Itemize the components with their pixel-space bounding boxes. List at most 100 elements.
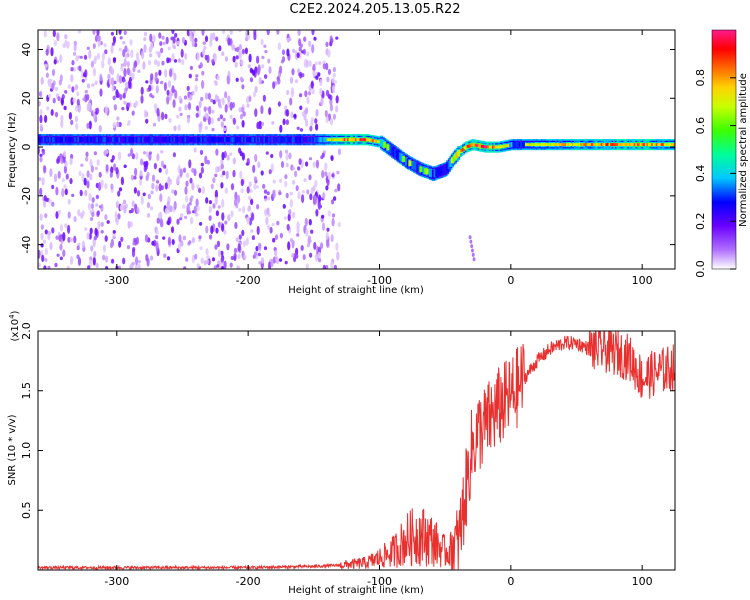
noise-speckle	[319, 78, 323, 87]
spectrogram-y-ticks: -40 -20 0 20 40	[20, 43, 675, 254]
ridge-cell	[64, 137, 68, 143]
noise-speckle	[167, 80, 172, 88]
noise-speckle	[160, 47, 164, 54]
ridge-cell	[534, 143, 538, 146]
ridge-cell	[216, 137, 220, 143]
noise-speckle	[279, 178, 283, 183]
noise-speckle	[164, 69, 168, 78]
noise-speckle	[113, 104, 117, 111]
ridge-cell	[236, 137, 240, 143]
noise-speckle	[61, 178, 65, 183]
noise-speckle	[77, 242, 81, 247]
noise-speckle	[330, 260, 334, 269]
noise-speckle	[271, 222, 275, 227]
colorbar-tick-label: 0.6	[694, 117, 707, 135]
noise-speckle	[151, 240, 155, 246]
ridge-cell	[131, 137, 134, 143]
ridge-cell	[487, 145, 491, 149]
ridge-cell	[181, 137, 185, 143]
ridge-cell	[190, 137, 194, 143]
ridge-cell	[88, 137, 92, 143]
ridge-cell	[74, 137, 78, 143]
noise-speckle	[235, 77, 239, 82]
noise-speckle	[126, 245, 131, 250]
noise-speckle	[61, 94, 65, 100]
ridge-cell	[498, 145, 502, 149]
noise-speckle	[64, 162, 68, 167]
noise-speckle	[188, 159, 192, 169]
noise-speckle	[192, 30, 196, 35]
noise-speckle	[283, 216, 287, 220]
noise-speckle	[208, 205, 212, 214]
noise-speckle	[305, 59, 309, 68]
noise-speckle	[93, 58, 97, 65]
noise-speckle	[287, 241, 291, 251]
ridge-cell	[480, 145, 484, 148]
noise-speckle	[93, 250, 97, 257]
spectrogram-y-tick-label: 20	[20, 91, 33, 105]
noise-speckle	[330, 37, 334, 44]
noise-speckle	[135, 51, 140, 62]
noise-speckle	[79, 55, 83, 59]
noise-speckle	[337, 148, 342, 156]
spectrogram-x-tick-label: -200	[236, 274, 261, 287]
ridge-cell	[287, 137, 290, 143]
noise-speckle	[210, 183, 214, 190]
noise-speckle	[229, 114, 233, 120]
noise-speckle	[110, 77, 115, 86]
noise-speckle	[322, 264, 326, 269]
noise-speckle	[123, 30, 127, 35]
noise-speckle	[122, 92, 126, 99]
noise-speckle	[267, 196, 271, 201]
snr-y-tick-label: 2.0	[20, 322, 33, 340]
noise-speckle	[155, 235, 159, 240]
noise-speckle	[141, 50, 145, 60]
ridge-cell	[586, 143, 590, 146]
noise-speckle	[133, 187, 137, 194]
noise-speckle	[76, 98, 80, 106]
ridge-cell	[134, 137, 138, 143]
ridge-cell	[268, 137, 272, 143]
noise-speckle	[53, 173, 58, 183]
noise-speckle	[327, 49, 331, 58]
noise-speckle	[208, 200, 212, 205]
noise-speckle	[214, 244, 218, 250]
noise-speckle	[174, 32, 178, 38]
noise-speckle	[40, 224, 45, 230]
ridge-cell	[583, 143, 587, 146]
ridge-cell	[444, 165, 448, 174]
noise-speckle	[146, 171, 150, 179]
noise-speckle	[257, 252, 261, 257]
noise-speckle	[213, 53, 217, 62]
noise-speckle	[263, 246, 268, 251]
noise-speckle	[118, 47, 122, 52]
noise-speckle	[114, 211, 118, 220]
colorbar-gradient	[711, 29, 737, 270]
noise-speckle	[307, 235, 311, 241]
ridge-cell	[654, 143, 658, 146]
noise-speckle	[127, 102, 131, 108]
noise-speckle	[158, 212, 162, 220]
noise-speckle	[156, 153, 160, 162]
ridge-cell	[496, 145, 500, 149]
noise-speckle	[160, 160, 164, 168]
noise-speckle	[62, 158, 66, 164]
noise-speckle	[145, 254, 149, 262]
noise-speckle	[249, 67, 253, 73]
noise-speckle	[260, 121, 264, 127]
noise-speckle	[181, 58, 185, 66]
noise-speckle	[158, 183, 162, 192]
noise-speckle	[45, 48, 49, 56]
ridge-cell	[373, 139, 377, 143]
ridge-cell	[670, 142, 673, 148]
ridge-cell	[44, 137, 48, 143]
ridge-cell	[187, 137, 191, 143]
noise-speckle	[49, 78, 53, 82]
noise-speckle	[180, 48, 184, 58]
ridge-cell	[212, 137, 216, 143]
noise-speckle	[172, 36, 176, 44]
noise-speckle	[111, 42, 115, 46]
noise-speckle	[87, 265, 91, 269]
noise-speckle	[188, 73, 192, 79]
